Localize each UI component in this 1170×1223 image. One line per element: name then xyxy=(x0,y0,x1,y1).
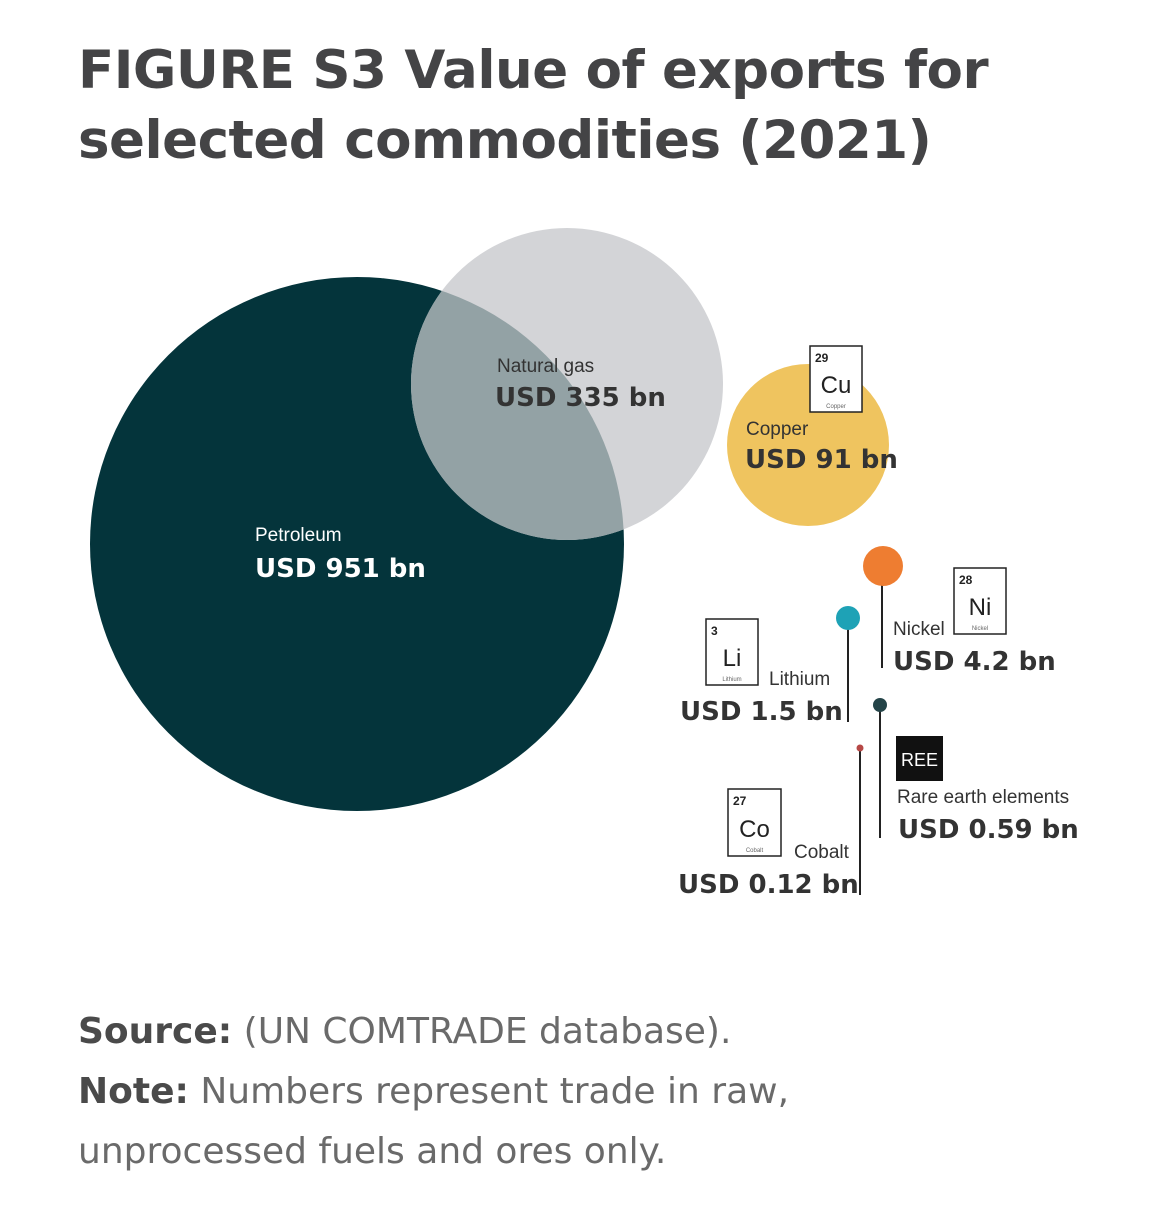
note-text: Numbers represent trade in raw, unproces… xyxy=(78,1071,790,1172)
element-nickel-number: 28 xyxy=(959,573,973,587)
bubble-cobalt xyxy=(856,744,864,752)
footnotes: Source: (UN COMTRADE database). Note: Nu… xyxy=(78,1002,1078,1182)
element-tile-ree: REE xyxy=(896,736,943,781)
element-tile-cobalt: 27 Co Cobalt xyxy=(727,788,782,857)
label-cobalt-name: Cobalt xyxy=(794,842,850,863)
element-cobalt-symbol: Co xyxy=(739,816,770,843)
source-text: (UN COMTRADE database). xyxy=(232,1011,732,1052)
source-note: Source: (UN COMTRADE database). xyxy=(78,1002,1078,1062)
label-ree-value: USD 0.59 bn xyxy=(898,815,1079,845)
element-lithium-symbol: Li xyxy=(723,645,742,672)
element-cobalt-name: Cobalt xyxy=(746,848,764,854)
label-copper-value: USD 91 bn xyxy=(745,445,898,475)
label-nickel-value: USD 4.2 bn xyxy=(893,647,1056,677)
element-nickel-symbol: Ni xyxy=(969,594,992,621)
chart-title-line-1: FIGURE S3 Value of exports for xyxy=(78,40,989,101)
note-label: Note: xyxy=(78,1071,189,1112)
element-lithium-name: Lithium xyxy=(722,677,741,683)
chart-title-line-2: selected commodities (2021) xyxy=(78,110,932,171)
source-label: Source: xyxy=(78,1011,233,1052)
label-nickel-name: Nickel xyxy=(893,619,945,640)
element-ree-symbol: REE xyxy=(901,750,938,770)
label-petroleum-name: Petroleum xyxy=(255,525,342,546)
label-lithium-name: Lithium xyxy=(769,669,830,690)
label-lithium-value: USD 1.5 bn xyxy=(680,697,843,727)
bubble-chart: Petroleum USD 951 bn Natural gas USD 335… xyxy=(90,228,1079,900)
label-natural-gas-name: Natural gas xyxy=(497,356,594,377)
element-tile-lithium: 3 Li Lithium xyxy=(705,618,759,686)
label-copper-name: Copper xyxy=(746,419,809,440)
label-cobalt-value: USD 0.12 bn xyxy=(678,870,859,900)
label-petroleum-value: USD 951 bn xyxy=(255,554,426,584)
label-ree-name: Rare earth elements xyxy=(897,787,1069,808)
bubble-lithium xyxy=(836,606,860,630)
element-tile-nickel: 28 Ni Nickel xyxy=(953,567,1007,635)
element-copper-name: Copper xyxy=(826,404,846,410)
element-tile-copper: 29 Cu Copper xyxy=(809,345,863,413)
chart-title: FIGURE S3 Value of exports for selected … xyxy=(78,36,1078,176)
element-copper-number: 29 xyxy=(815,351,829,365)
note: Note: Numbers represent trade in raw, un… xyxy=(78,1062,878,1182)
element-cobalt-number: 27 xyxy=(733,794,747,808)
element-lithium-number: 3 xyxy=(711,624,718,638)
label-natural-gas-value: USD 335 bn xyxy=(495,383,666,413)
element-copper-symbol: Cu xyxy=(821,372,852,399)
element-nickel-name: Nickel xyxy=(972,626,988,632)
bubble-nickel xyxy=(863,546,903,586)
bubble-rare-earth-elements xyxy=(873,698,887,712)
